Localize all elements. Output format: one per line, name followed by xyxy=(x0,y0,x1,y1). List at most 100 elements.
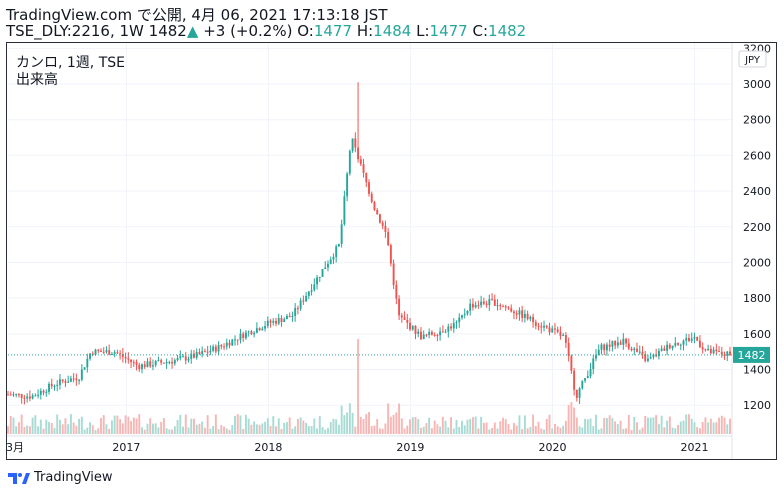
volume-bar xyxy=(149,418,152,434)
candle-body xyxy=(409,322,411,330)
candle-body xyxy=(521,310,524,318)
candle-body xyxy=(75,378,78,381)
volume-bar xyxy=(291,428,294,434)
volume-bar xyxy=(387,403,390,434)
candle-body xyxy=(384,225,387,232)
volume-bar xyxy=(414,417,417,434)
legend-volume: 出来高 xyxy=(16,72,58,88)
volume-bar xyxy=(518,415,521,434)
volume-bar xyxy=(455,419,458,434)
volume-bar xyxy=(69,414,72,434)
volume-bar xyxy=(504,419,507,434)
volume-bar xyxy=(217,429,220,434)
candle-body xyxy=(48,383,50,392)
candle-body xyxy=(551,328,554,333)
volume-bar xyxy=(316,428,318,434)
candle-body xyxy=(337,243,340,247)
candle-body xyxy=(294,308,297,316)
candle-body xyxy=(299,300,302,309)
volume-bar xyxy=(264,421,267,434)
volume-bar xyxy=(182,426,184,434)
candle-body xyxy=(253,332,256,335)
volume-bar xyxy=(461,420,463,434)
volume-bar xyxy=(225,428,228,434)
up-arrow-icon: ▲ xyxy=(186,22,199,40)
volume-bar xyxy=(176,419,179,434)
volume-bar xyxy=(105,424,108,434)
candle-body xyxy=(417,331,420,334)
chart-frame[interactable] xyxy=(6,42,777,460)
candle-body xyxy=(86,358,89,368)
y-tick-label: 1400 xyxy=(743,364,771,377)
candle-body xyxy=(491,299,494,301)
volume-bar xyxy=(195,424,198,434)
open-value: 1477 xyxy=(313,22,353,40)
x-tick-label: 2021 xyxy=(680,441,708,454)
candle-body xyxy=(400,315,403,318)
volume-bar xyxy=(17,422,20,434)
candle-body xyxy=(510,308,513,312)
candle-body xyxy=(698,340,701,348)
candle-body xyxy=(595,355,597,359)
volume-bar xyxy=(444,420,447,434)
volume-bar xyxy=(132,417,135,434)
candle-body xyxy=(206,351,209,353)
candle-body xyxy=(543,325,545,328)
candle-body xyxy=(638,351,641,353)
candle-body xyxy=(463,313,466,315)
candle-body xyxy=(477,304,480,306)
volume-bar xyxy=(59,419,61,434)
volume-bar xyxy=(184,414,187,434)
candle-body xyxy=(332,256,335,260)
volume-bar xyxy=(203,427,206,434)
tradingview-logo-icon xyxy=(8,472,30,484)
candle-body xyxy=(302,300,305,302)
candle-body xyxy=(537,325,540,327)
candle-body xyxy=(562,335,565,337)
volume-bar xyxy=(646,417,649,434)
volume-bar xyxy=(239,415,242,434)
volume-bar xyxy=(162,418,165,434)
candle-body xyxy=(392,263,395,285)
candle-body xyxy=(430,331,433,335)
volume-bar xyxy=(157,427,160,434)
candle-body xyxy=(636,348,638,352)
volume-bar xyxy=(384,423,387,434)
candle-body xyxy=(201,351,204,355)
volume-bar xyxy=(595,414,597,434)
candle-body xyxy=(116,352,119,354)
volume-bar xyxy=(362,419,365,434)
volume-bar xyxy=(193,418,195,434)
candle-body xyxy=(26,396,29,399)
volume-bar xyxy=(614,421,617,434)
volume-bar xyxy=(141,427,143,434)
candle-body xyxy=(209,350,212,353)
footer-brand: TradingView xyxy=(34,470,113,485)
volume-bar xyxy=(220,425,223,434)
candle-body xyxy=(608,344,611,347)
volume-bar xyxy=(285,422,288,434)
candle-body xyxy=(685,338,688,341)
candle-body xyxy=(182,356,184,358)
candle-body xyxy=(280,318,283,323)
candle-body xyxy=(329,259,332,264)
volume-bar xyxy=(91,425,94,434)
candle-body xyxy=(370,193,373,202)
candle-body xyxy=(234,339,236,341)
candle-body xyxy=(69,378,72,382)
volume-bar xyxy=(543,429,545,434)
candle-body xyxy=(359,159,362,165)
candle-body xyxy=(461,314,463,318)
volume-bar xyxy=(277,418,280,434)
candle-body xyxy=(422,334,425,340)
candle-body xyxy=(171,361,174,364)
candle-body xyxy=(9,394,12,396)
x-tick-label: 2020 xyxy=(538,441,566,454)
volume-bar xyxy=(335,419,338,434)
candle-body xyxy=(354,138,357,148)
volume-bar xyxy=(94,429,97,434)
candle-body xyxy=(666,344,669,351)
low-value: 1477 xyxy=(429,22,468,40)
volume-bar xyxy=(649,417,652,434)
